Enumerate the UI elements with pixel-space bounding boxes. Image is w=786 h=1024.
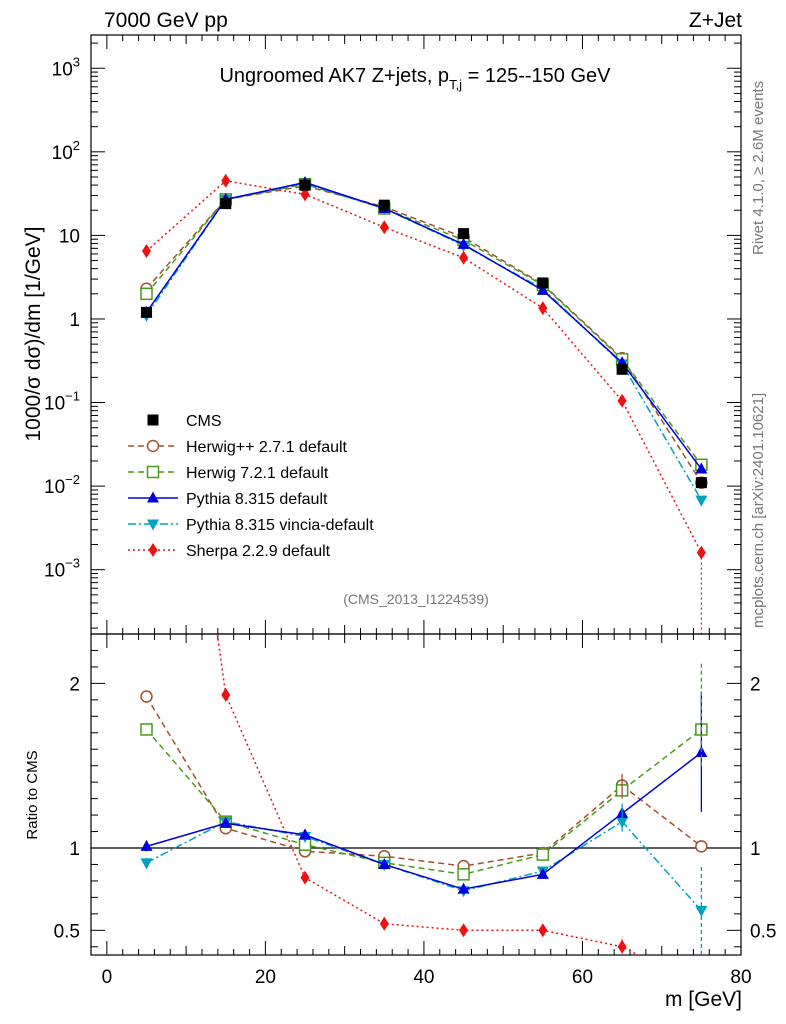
ratio-line-herwig-2-7-1-default	[145, 696, 702, 867]
series-line-pythia-8-315-default	[145, 181, 702, 470]
y-tick-label: 10	[59, 226, 80, 247]
data-point-cms	[616, 363, 628, 375]
y-axis-label-main: 1000/σ dσ)/dm [1/GeV]	[22, 226, 45, 441]
header-left: 7000 GeV pp	[104, 9, 228, 32]
ratio-point-sherpa-2-2-9-default	[221, 687, 231, 702]
legend-label-herwig-7-2-1-default: Herwig 7.2.1 default	[186, 465, 329, 482]
y-tick-label: 10−2	[44, 472, 80, 498]
ratio-line-pythia-8-315-vincia-default	[146, 820, 702, 912]
data-point-pythia-8-315-vincia-default	[695, 495, 708, 507]
x-tick-label: 80	[730, 967, 751, 988]
data-point-pythia-8-315-default	[536, 283, 549, 295]
ratio-point-herwig-2-7-1-default	[695, 840, 708, 853]
legend-marker-herwig-7-2-1-default	[146, 465, 160, 479]
data-point-sherpa-2-2-9-default	[459, 250, 469, 265]
data-point-cms	[458, 228, 470, 240]
legend: CMS Herwig++ 2.7.1 default Herwig 7.2.1 de…	[128, 413, 374, 560]
ratio-plot-frame	[90, 633, 742, 956]
y-tick-label: 10−1	[44, 389, 80, 415]
y-tick-label: 1	[69, 310, 80, 331]
data-point-cms	[299, 179, 311, 191]
ratio-point-sherpa-2-2-9-default	[379, 916, 389, 931]
legend-label-herwig-2-7-1-default: Herwig++ 2.7.1 default	[186, 439, 348, 456]
y-tick-label: 2	[69, 674, 80, 695]
main-plot-panel: 10−3 10−2 10−1 1 10 102 103	[44, 34, 742, 635]
y-tick-label-right: 0.5	[750, 921, 776, 942]
ratio-plot-panel: 0 20 40 60 80 0.5 0.5 1 1 2 2	[54, 633, 776, 988]
y-tick-label: 102	[52, 138, 80, 164]
data-point-sherpa-2-2-9-default	[379, 220, 389, 235]
plot-title: Ungroomed AK7 Z+jets, pT,j = 125--150 Ge…	[219, 65, 611, 92]
y-tick-label: 0.5	[54, 921, 80, 942]
ratio-point-pythia-8-315-default	[299, 828, 312, 840]
data-point-herwig-7-2-1-default	[140, 287, 153, 301]
ratio-line-herwig-7-2-1-default	[145, 728, 702, 876]
y-tick-label-right: 1	[750, 839, 761, 860]
data-point-pythia-8-315-default	[457, 237, 470, 249]
ratio-point-sherpa-2-2-9-default	[300, 870, 310, 885]
data-point-sherpa-2-2-9-default	[538, 301, 548, 316]
side-label-rivet: Rivet 4.1.0, ≥ 2.6M events	[750, 81, 767, 255]
legend-marker-herwig-2-7-1-default	[146, 439, 160, 453]
x-tick-label: 0	[102, 967, 113, 988]
legend-marker-pythia-8-315-vincia-default	[147, 519, 159, 531]
ratio-point-sherpa-2-2-9-default	[538, 923, 548, 938]
header-right: Z+Jet	[689, 9, 742, 32]
data-point-sherpa-2-2-9-default	[300, 187, 310, 202]
data-point-sherpa-2-2-9-default	[141, 244, 151, 259]
y-tick-label: 1	[69, 839, 80, 860]
legend-label-sherpa-2-2-9-default: Sherpa 2.2.9 default	[186, 543, 331, 560]
legend-marker-pythia-8-315-default	[147, 491, 159, 503]
data-point-pythia-8-315-default	[695, 462, 708, 474]
ratio-point-sherpa-2-2-9-default	[459, 923, 469, 938]
x-tick-label: 20	[255, 967, 276, 988]
x-tick-label: 60	[572, 967, 593, 988]
ratio-point-herwig-7-2-1-default	[140, 723, 153, 736]
ratio-point-herwig-7-2-1-default	[457, 868, 470, 881]
ratio-point-sherpa-2-2-9-default	[617, 939, 627, 954]
data-point-cms	[140, 306, 152, 318]
y-tick-label-right: 2	[750, 674, 761, 695]
ratio-line-pythia-8-315-default	[146, 751, 702, 890]
legend-label-pythia-8-315-vincia-default: Pythia 8.315 vincia-default	[186, 517, 374, 534]
ratio-point-pythia-8-315-default	[378, 857, 391, 869]
y-axis-label-ratio: Ratio to CMS	[24, 750, 41, 839]
data-point-sherpa-2-2-9-default	[617, 393, 627, 408]
ratio-point-pythia-8-315-default	[457, 882, 470, 894]
data-point-cms	[220, 198, 232, 210]
x-tick-label: 40	[413, 967, 434, 988]
ratio-point-pythia-8-315-default	[536, 867, 549, 879]
ratio-point-pythia-8-315-default	[219, 816, 232, 828]
data-point-cms	[695, 477, 707, 489]
main-series-group	[140, 173, 708, 634]
y-tick-label: 10−3	[44, 556, 80, 582]
data-point-cms	[378, 199, 390, 211]
analysis-watermark: (CMS_2013_I1224539)	[343, 591, 489, 607]
x-axis-label: m [GeV]	[665, 988, 742, 1011]
series-line-herwig-7-2-1-default	[145, 183, 702, 466]
side-label-mcplots: mcplots.cern.ch [arXiv:2401.10621]	[750, 393, 767, 628]
data-point-cms	[537, 277, 549, 289]
legend-label-cms: CMS	[186, 413, 222, 430]
y-tick-label: 103	[52, 54, 80, 80]
legend-label-pythia-8-315-default: Pythia 8.315 default	[186, 491, 328, 508]
legend-marker-sherpa-2-2-9-default	[148, 543, 158, 557]
legend-marker-cms	[147, 414, 159, 426]
ratio-point-herwig-2-7-1-default	[140, 690, 153, 703]
ratio-series-group	[140, 634, 708, 955]
ratio-point-herwig-7-2-1-default	[536, 848, 550, 861]
data-point-sherpa-2-2-9-default	[221, 173, 231, 188]
